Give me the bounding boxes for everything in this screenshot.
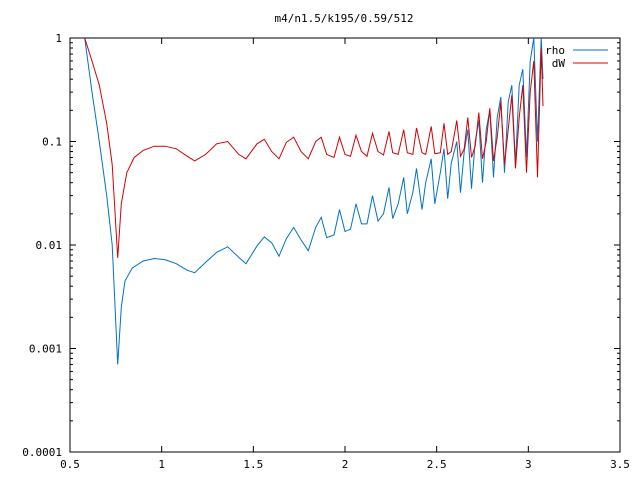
plot-frame bbox=[69, 37, 621, 453]
legend-label-dW: dW bbox=[552, 57, 566, 70]
legend-label-rho: rho bbox=[545, 44, 565, 57]
x-tick-label: 3 bbox=[525, 458, 532, 471]
x-tick-label: 1.5 bbox=[243, 458, 263, 471]
series-line-dW bbox=[84, 38, 544, 258]
chart-title: m4/n1.5/k195/0.59/512 bbox=[274, 12, 413, 25]
y-tick-label: 0.0001 bbox=[22, 446, 62, 459]
x-tick-label: 3.5 bbox=[610, 458, 630, 471]
y-tick-label: 0.1 bbox=[42, 136, 62, 149]
series-layer bbox=[84, 38, 544, 365]
series-line-rho bbox=[84, 38, 544, 365]
x-tick-label: 0.5 bbox=[60, 458, 80, 471]
x-tick-label: 1 bbox=[158, 458, 165, 471]
y-tick-label: 0.001 bbox=[29, 343, 62, 356]
y-tick-label: 1 bbox=[55, 32, 62, 45]
axis-ticks: 0.5 1 1.5 2 2.5 3 3.5 0.0001 0.001 0.01 0.1 1 bbox=[22, 32, 630, 471]
x-tick-label: 2.5 bbox=[427, 458, 447, 471]
x-tick-label: 2 bbox=[342, 458, 349, 471]
y-tick-label: 0.01 bbox=[36, 239, 63, 252]
